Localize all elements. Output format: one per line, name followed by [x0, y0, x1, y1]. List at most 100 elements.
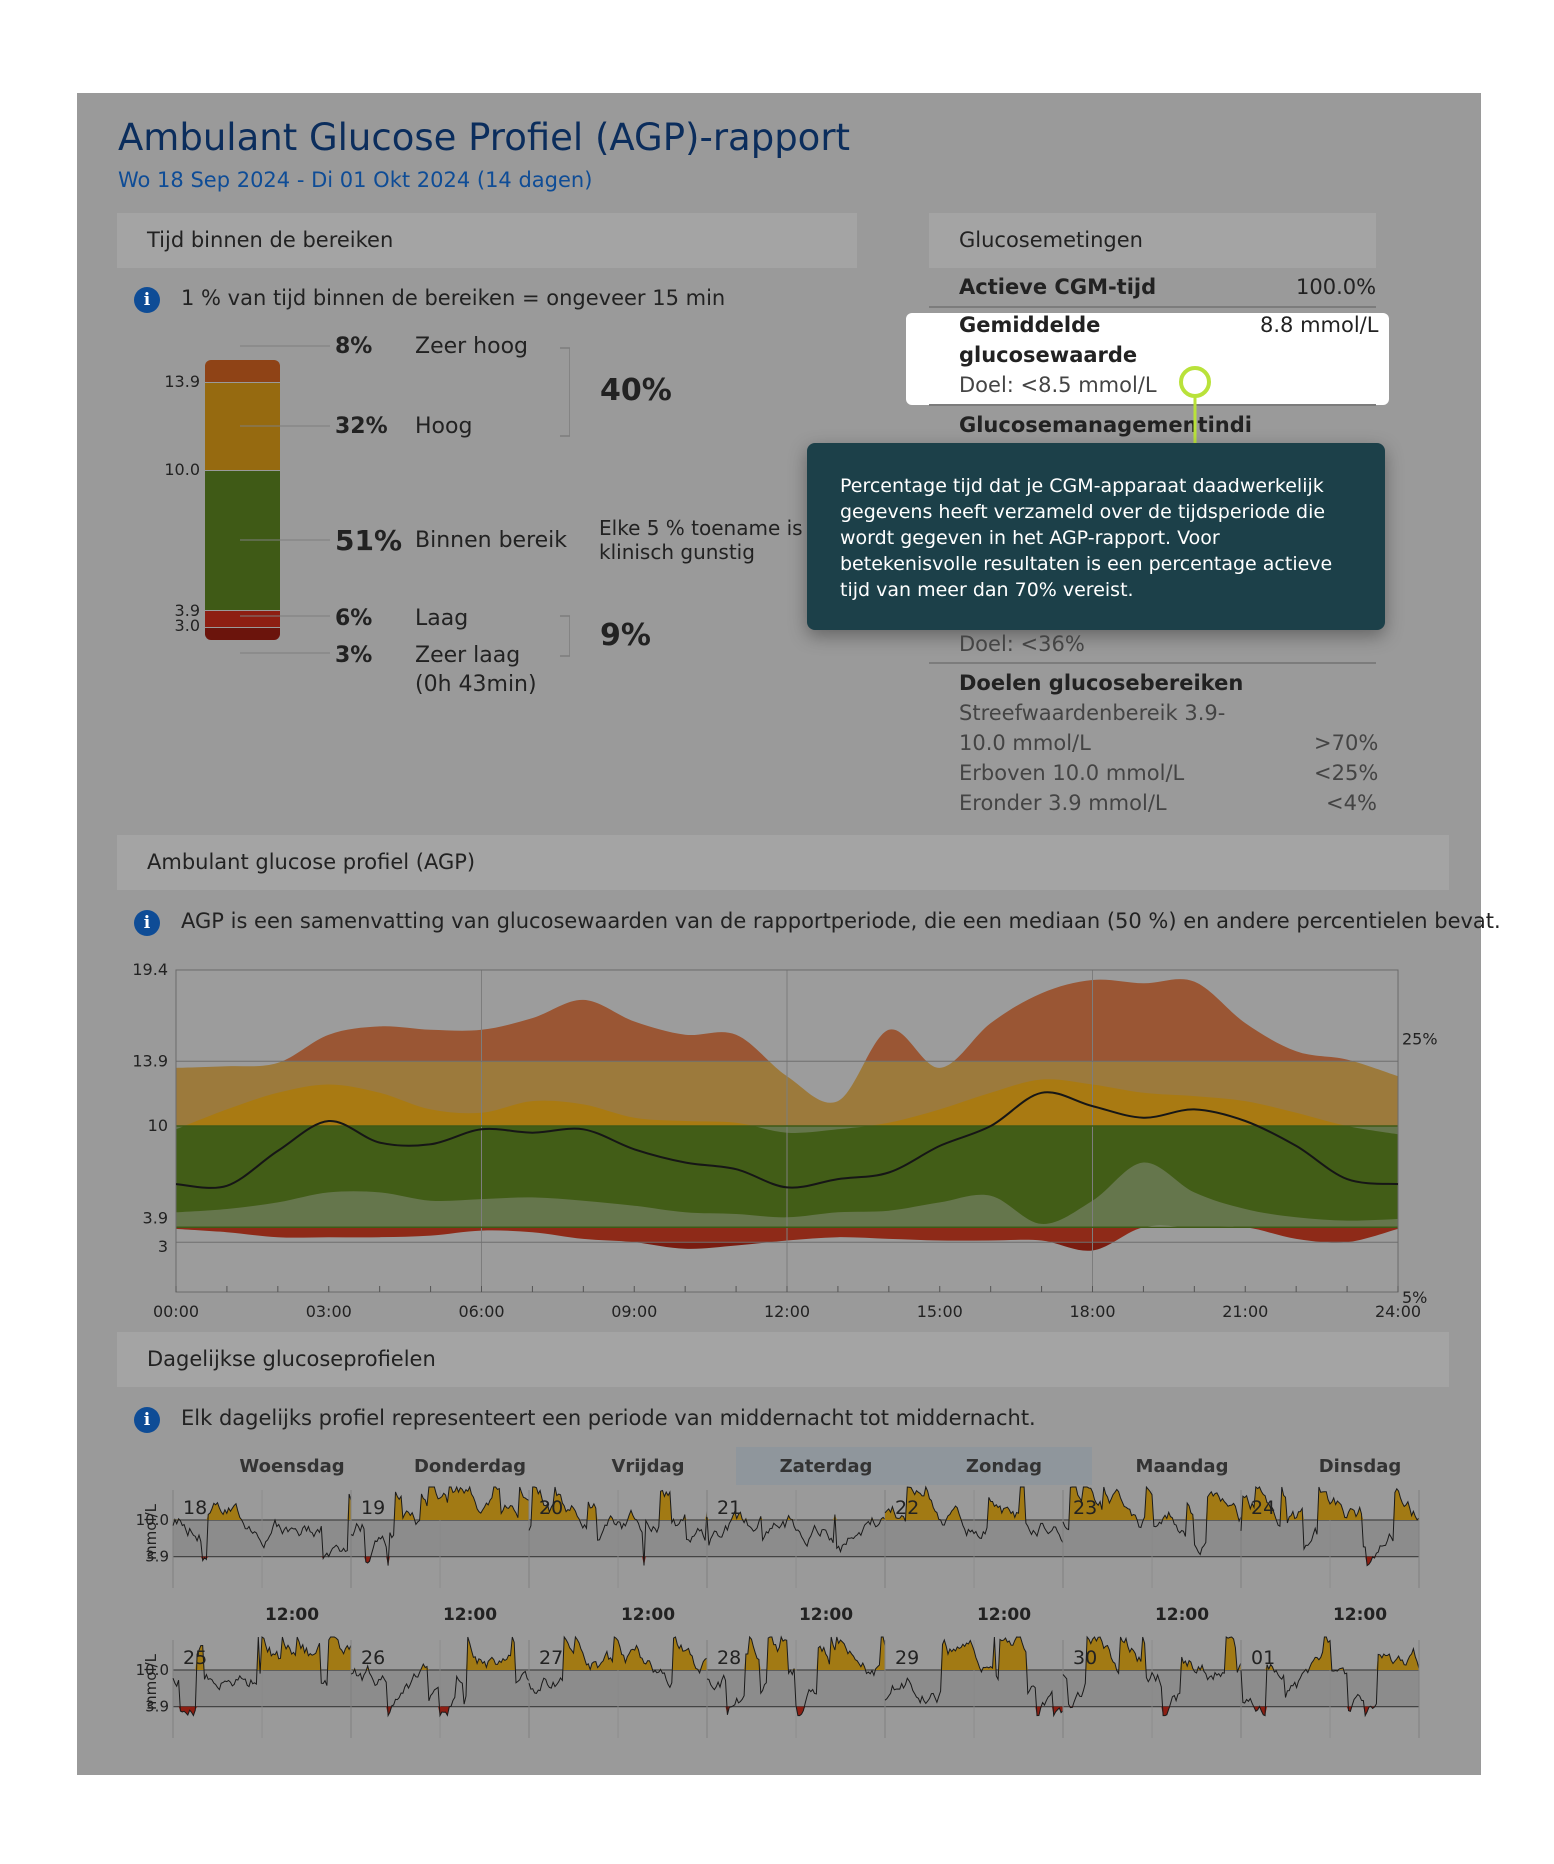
daily-profile-week2: mmol/L10.0 3.9 25 26 27 28 29 30 01: [136, 1635, 1420, 1738]
agp-median-line: [175, 1091, 1399, 1189]
daily-low-fill: [173, 1706, 351, 1716]
in-range-label: Binnen bereik: [415, 528, 568, 553]
daily-date-label: 21: [717, 1497, 741, 1519]
daily-glucose-trace: [706, 1635, 886, 1717]
active-cgm-value: 100.0%: [1296, 275, 1377, 299]
in-range-pct: 51%: [335, 524, 403, 557]
range-note-line2: klinisch gunstig: [599, 540, 755, 564]
agp-x-tick-label: 00:00: [153, 1302, 199, 1321]
divider: [929, 404, 1376, 406]
divider: [929, 662, 1376, 664]
report-title: Ambulant Glucose Profiel (AGP)-rapport: [118, 116, 851, 159]
high-label: Hoog: [415, 414, 473, 439]
range-note-line1: Elke 5 % toename is: [599, 516, 803, 540]
low-pct: 6%: [335, 606, 373, 631]
daily-glucose-trace: [1240, 1485, 1420, 1567]
daily-date-label: 29: [895, 1647, 919, 1669]
daily-glucose-trace: [172, 1636, 352, 1717]
daily-date-label: 20: [539, 1497, 563, 1519]
agp-x-tick-label: 21:00: [1222, 1302, 1268, 1321]
tick-13-9: 13.9: [164, 372, 200, 391]
daily-date-label: 19: [361, 1497, 385, 1519]
tick-3-9: 3.9: [174, 601, 200, 620]
agp-y-tick-label: 3: [158, 1237, 168, 1256]
agp-y-tick-label: 3.9: [143, 1208, 168, 1227]
agp-x-tick-label: 18:00: [1069, 1302, 1115, 1321]
info-icon[interactable]: i: [134, 287, 160, 313]
daily-high-fill: [529, 1487, 707, 1520]
daily-high-fill: [707, 1637, 885, 1670]
agp-chart: 00:00 03:00 06:00 09:00 12:00 15:00 18:00 21:00…: [132, 960, 1437, 1321]
daily-glucose-trace: [528, 1635, 708, 1694]
daily-y-tick-3-9: 3.9: [145, 1548, 169, 1566]
very-high-pct: 8%: [335, 334, 373, 359]
weekend-highlight: [736, 1447, 1092, 1485]
targets-header: Doelen glucosebereiken: [959, 671, 1244, 695]
cv-target: Doel: <36%: [959, 632, 1085, 656]
daily-date-label: 26: [361, 1647, 385, 1669]
noon-label: 12:00: [264, 1605, 320, 1625]
tir-header: Tijd binnen de bereiken: [117, 213, 857, 268]
daily-high-fill: [529, 1637, 707, 1670]
agp-x-tick-label: 09:00: [611, 1302, 657, 1321]
daily-glucose-trace: [528, 1486, 708, 1566]
target-range-value: >70%: [1314, 731, 1379, 755]
noon-label: 12:00: [620, 1605, 676, 1625]
daily-date-label: 28: [717, 1647, 741, 1669]
very-high-label: Zeer hoog: [415, 334, 529, 359]
agp-header: Ambulant glucose profiel (AGP): [117, 835, 1449, 890]
daily-date-label: 27: [539, 1647, 563, 1669]
daily-high-fill: [1063, 1487, 1241, 1520]
info-icon[interactable]: i: [134, 1407, 160, 1433]
active-cgm-tooltip: Percentage tijd dat je CGM-apparaat daad…: [807, 443, 1385, 630]
tir-info-text: 1 % van tijd binnen de bereiken = ongeve…: [181, 286, 726, 310]
daily-y-tick-10: 10.0: [136, 1511, 169, 1529]
agp-x-tick-label: 12:00: [764, 1302, 810, 1321]
low-total-pct: 9%: [600, 618, 651, 653]
target-range-line2: 10.0 mmol/L: [959, 731, 1091, 755]
tir-connectors: [240, 345, 570, 657]
daily-date-label: 24: [1251, 1497, 1275, 1519]
weekday-label: Maandag: [1135, 1456, 1229, 1477]
above-label: Erboven 10.0 mmol/L: [959, 761, 1185, 785]
daily-axis-label: mmol/L: [142, 1653, 160, 1710]
divider: [929, 306, 1376, 308]
daily-date-label: 01: [1251, 1647, 1275, 1669]
agp-right-label-5: 5%: [1402, 1288, 1427, 1307]
daily-high-fill: [885, 1487, 1063, 1520]
daily-glucose-trace: [1062, 1635, 1242, 1717]
agp-band-5-95-verylow: [634, 1242, 1348, 1251]
noon-label: 12:00: [1154, 1605, 1210, 1625]
weekday-label: Zaterdag: [779, 1456, 873, 1477]
agp-y-tick-label: 13.9: [132, 1051, 168, 1070]
agp-band-5-95-veryhigh: [281, 979, 1354, 1062]
daily-profile-week1: mmol/L10.0 3.9 18 19 20 21 22 23 24: [136, 1485, 1420, 1588]
highlighted-metric: [906, 313, 1389, 405]
mean-label-line1: Gemiddelde: [959, 313, 1101, 337]
agp-x-tick-label: 24:00: [1375, 1302, 1421, 1321]
report-date-range: Wo 18 Sep 2024 - Di 01 Okt 2024 (14 dage…: [118, 168, 593, 192]
above-value: <25%: [1314, 761, 1379, 785]
daily-high-fill: [1241, 1637, 1419, 1670]
info-icon[interactable]: i: [134, 910, 160, 936]
target-range-line1: Streefwaardenbereik 3.9-: [959, 701, 1226, 725]
daily-date-label: 25: [183, 1647, 207, 1669]
noon-label: 12:00: [798, 1605, 854, 1625]
agp-info-text: AGP is een samenvatting van glucosewaard…: [181, 909, 1501, 933]
daily-low-fill: [351, 1556, 529, 1566]
daily-date-label: 30: [1073, 1647, 1097, 1669]
active-cgm-label: Actieve CGM-tijd: [959, 275, 1157, 299]
daily-glucose-trace: [350, 1636, 530, 1718]
weekday-label: Vrijdag: [611, 1456, 685, 1477]
very-high-segment: [205, 360, 280, 382]
high-total-pct: 40%: [600, 373, 672, 408]
daily-glucose-trace: [1062, 1485, 1242, 1556]
daily-info-text: Elk dagelijks profiel representeert een …: [181, 1406, 1036, 1430]
tick-3-0: 3.0: [174, 616, 200, 635]
weekday-label: Dinsdag: [1318, 1456, 1402, 1477]
daily-high-fill: [173, 1637, 351, 1670]
very-low-label: Zeer laag: [415, 643, 521, 668]
daily-header: Dagelijkse glucoseprofielen: [117, 1332, 1449, 1387]
glucose-header: Glucosemetingen: [929, 213, 1376, 268]
daily-y-tick-10: 10.0: [136, 1661, 169, 1679]
